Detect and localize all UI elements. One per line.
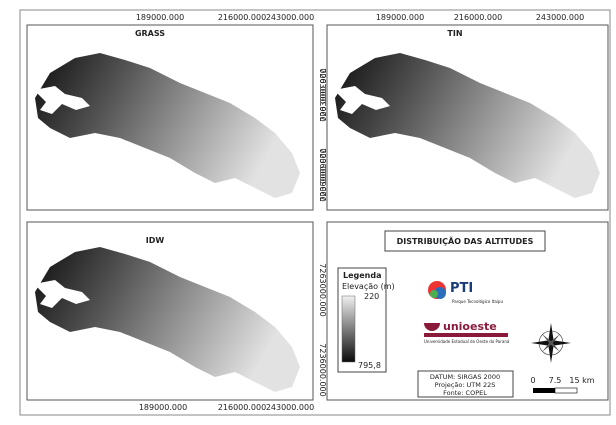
x-label: 189000.000 xyxy=(136,13,184,22)
y-label: 7263000.000 xyxy=(318,263,327,316)
x-label: 216000.000 xyxy=(218,13,266,22)
x-label: 243000.000 xyxy=(266,13,314,22)
x-label: 216000.000 xyxy=(454,13,502,22)
logo-subtext: Universidade Estadual do Oeste do Paraná xyxy=(424,339,510,344)
scale-label: 7.5 xyxy=(549,376,562,385)
info-box xyxy=(417,370,514,398)
x-label: 189000.000 xyxy=(139,403,187,412)
logo-bar xyxy=(424,333,508,337)
scale-bar xyxy=(533,388,555,393)
y-label: 7236000.000 xyxy=(318,343,327,396)
datum: DATUM: SIRGAS 2000 xyxy=(430,373,500,381)
y-label: 7263000.000 xyxy=(319,68,328,121)
outer-frame xyxy=(19,9,611,416)
projection: Projeção: UTM 22S xyxy=(435,381,496,389)
x-label: 243000.000 xyxy=(266,403,314,412)
logo-icon xyxy=(430,290,438,298)
color-ramp xyxy=(341,295,356,363)
logo-text: PTI xyxy=(450,281,473,296)
x-label: 243000.000 xyxy=(536,13,584,22)
logo-icon xyxy=(424,323,440,331)
y-label: 7263000.000 xyxy=(318,68,327,121)
legend-title: DISTRIBUIÇÃO DAS ALTITUDES xyxy=(397,236,534,246)
map-title: TIN xyxy=(447,29,462,38)
ramp-min: 795,8 xyxy=(358,361,381,370)
north-arrow xyxy=(531,323,571,363)
x-label: 216000.000 xyxy=(218,403,266,412)
x-label: 189000.000 xyxy=(376,13,424,22)
scale-bar xyxy=(554,387,578,394)
y-label: 7236000.000 xyxy=(319,148,328,201)
scale-label: 15 km xyxy=(569,376,594,385)
y-label: 7236000.000 xyxy=(318,148,327,201)
logo-text: unioeste xyxy=(443,320,497,333)
legend-heading: Legenda xyxy=(343,271,382,280)
map-title: GRASS xyxy=(135,29,165,38)
source: Fonte: COPEL xyxy=(443,389,487,397)
logo-subtext: Parque Tecnológico Itaipu xyxy=(452,299,503,304)
map-title: IDW xyxy=(146,236,165,245)
ramp-max: 220 xyxy=(364,292,379,301)
legend-variable: Elevação (m) xyxy=(342,282,395,291)
scale-label: 0 xyxy=(530,376,535,385)
legend-title-box xyxy=(384,230,546,252)
